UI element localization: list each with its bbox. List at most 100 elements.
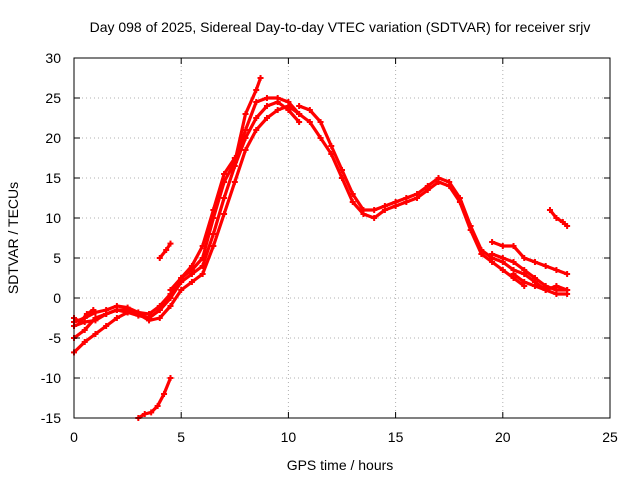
data-point (231, 179, 238, 185)
data-point (77, 319, 84, 325)
series-line-trace-c (72, 96, 301, 324)
data-point (371, 207, 378, 213)
series-line-trace-a (72, 104, 301, 354)
data-point (188, 263, 195, 269)
y-tick-label: -10 (41, 370, 61, 386)
y-tick-label: -5 (49, 330, 62, 346)
data-point (542, 263, 549, 269)
data-point (178, 287, 185, 293)
data-point (499, 267, 506, 273)
data-point (156, 255, 163, 261)
data-point (274, 95, 281, 101)
data-point (296, 103, 303, 109)
y-tick-label: 0 (53, 290, 61, 306)
data-point (553, 215, 560, 221)
data-point (167, 287, 174, 293)
data-point (163, 247, 170, 253)
data-point (199, 243, 206, 249)
x-tick-label: 10 (281, 429, 297, 445)
data-point (83, 311, 90, 317)
series-line-trace-i (297, 112, 526, 288)
data-point (161, 391, 168, 397)
data-point (242, 111, 249, 117)
y-tick-label: -15 (41, 410, 61, 426)
data-point (360, 207, 367, 213)
series-line-trace-f (233, 76, 263, 164)
data-point (210, 243, 217, 249)
data-point (456, 195, 463, 201)
data-point (263, 103, 270, 109)
series-line-trace-b (72, 100, 301, 340)
tick-marks (73, 57, 611, 419)
data-point (328, 143, 335, 149)
data-point (81, 327, 88, 333)
data-point (306, 107, 313, 113)
data-point (221, 195, 228, 201)
data-point (478, 247, 485, 253)
data-point (103, 311, 110, 317)
data-point (339, 167, 345, 173)
data-series (71, 75, 571, 421)
data-point (274, 107, 281, 113)
data-point (199, 263, 206, 269)
data-point (253, 115, 260, 121)
data-point (542, 287, 549, 293)
data-point (253, 127, 260, 133)
data-point (242, 147, 249, 153)
data-point (156, 315, 163, 321)
data-point (489, 251, 496, 257)
data-point (559, 219, 566, 225)
data-point (371, 215, 378, 221)
series-line-trace-n (548, 208, 569, 228)
y-tick-label: 15 (45, 170, 61, 186)
data-point (296, 111, 303, 117)
y-tick-label: 30 (45, 50, 61, 66)
y-tick-label: 10 (45, 210, 61, 226)
y-tick-label: 5 (53, 250, 61, 266)
data-point (553, 283, 560, 289)
data-point (499, 243, 506, 249)
y-axis-label: SDTVAR / TECUs (5, 182, 21, 294)
data-point (199, 271, 206, 277)
data-point (296, 119, 303, 125)
data-point (113, 315, 120, 321)
chart-title: Day 098 of 2025, Sidereal Day-to-day VTE… (90, 19, 591, 35)
data-point (188, 279, 195, 285)
data-point (210, 231, 217, 237)
data-point (156, 307, 163, 313)
data-point (221, 171, 228, 177)
data-point (392, 199, 399, 205)
series-line-trace-h (136, 376, 173, 420)
data-point (510, 259, 517, 265)
data-point (349, 191, 356, 197)
data-point (531, 275, 538, 281)
data-point (414, 191, 421, 197)
data-point (167, 375, 174, 381)
data-point (103, 323, 110, 329)
data-point (92, 317, 99, 324)
series-line-trace-j (297, 104, 569, 296)
y-tick-labels: -15 -10 -5 0 5 10 15 20 25 30 (41, 50, 61, 426)
data-point (92, 309, 99, 316)
data-point (435, 175, 442, 181)
data-point (510, 271, 517, 277)
data-point (154, 403, 161, 409)
data-point (231, 159, 238, 165)
data-point (349, 199, 356, 205)
y-tick-label: 20 (45, 130, 61, 146)
data-point (499, 255, 506, 261)
data-point (521, 279, 528, 285)
series-line-trace-d (72, 296, 173, 328)
data-point (285, 107, 292, 113)
data-point (446, 179, 453, 185)
data-point (199, 255, 206, 261)
data-point (167, 303, 174, 309)
data-point (263, 95, 270, 101)
data-point (81, 339, 88, 345)
data-point (306, 119, 313, 125)
data-point (263, 115, 270, 121)
data-point (521, 255, 528, 261)
data-point (167, 240, 174, 247)
data-point (403, 195, 410, 201)
data-point (167, 295, 174, 301)
